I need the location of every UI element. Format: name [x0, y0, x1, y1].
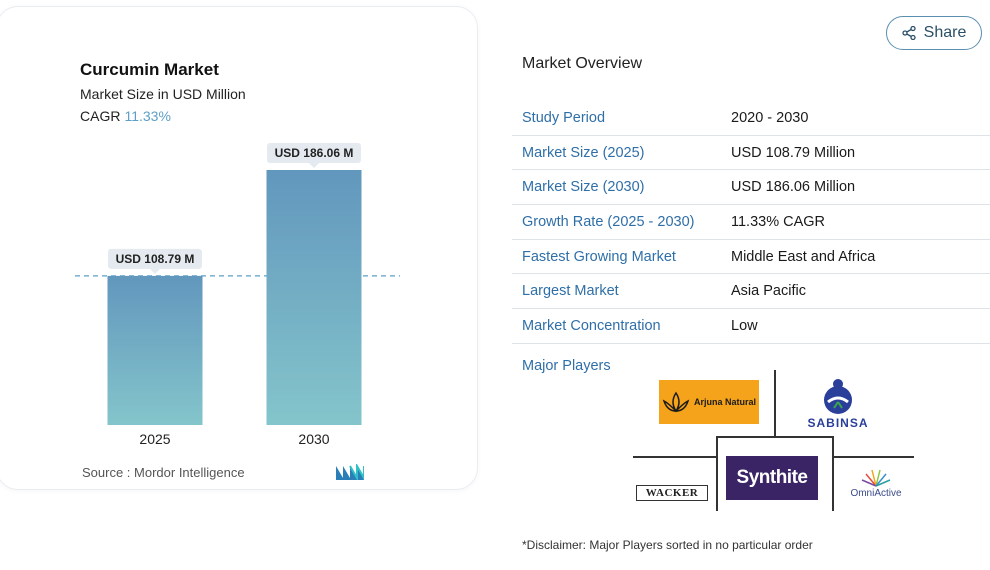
omniactive-label: OmniActive — [850, 488, 902, 499]
arjuna-natural-logo: Arjuna Natural — [659, 380, 759, 424]
mordor-intelligence-logo-icon — [336, 464, 364, 480]
data-label: USD 186.06 M — [275, 146, 354, 160]
divider — [832, 456, 914, 458]
synthite-logo: Synthite — [726, 456, 818, 500]
lotus-icon — [662, 391, 690, 413]
cagr-label: CAGR — [80, 108, 121, 124]
row-value: 2020 - 2030 — [731, 109, 809, 126]
table-row: Fastest Growing Market Middle East and A… — [512, 240, 990, 275]
omniactive-logo: OmniActive — [836, 468, 916, 502]
divider — [633, 456, 717, 458]
row-value: Middle East and Africa — [731, 248, 876, 265]
row-value: USD 186.06 Million — [731, 179, 856, 196]
row-key: Market Size (2025) — [522, 144, 645, 161]
table-row: Study Period 2020 - 2030 — [512, 101, 990, 136]
cagr-value: 11.33% — [124, 108, 171, 124]
overview-table: Study Period 2020 - 2030 Market Size (20… — [512, 101, 990, 344]
row-value: Low — [731, 317, 758, 334]
bar-2025 — [107, 275, 203, 425]
row-value: USD 108.79 Million — [731, 144, 856, 161]
data-label-background — [108, 248, 202, 269]
chart-subtitle: Market Size in USD Million — [80, 86, 246, 102]
chart-card — [0, 6, 478, 490]
chart-title: Curcumin Market — [80, 60, 219, 79]
x-tick-label: 2025 — [139, 431, 170, 447]
major-players-grid: Arjuna Natural SABINSA Synthite WACKER O… — [630, 370, 920, 515]
share-label: Share — [923, 24, 967, 41]
divider — [716, 436, 833, 438]
row-key: Study Period — [522, 109, 606, 126]
sabinsa-emblem-icon — [824, 379, 852, 414]
row-key: Market Size (2030) — [522, 179, 645, 196]
wacker-logo: WACKER — [636, 485, 708, 501]
arjuna-label: Arjuna Natural — [693, 396, 756, 407]
chart-source: Source : Mordor Intelligence — [82, 465, 245, 480]
x-tick-label: 2030 — [298, 431, 329, 447]
major-players-label: Major Players — [522, 358, 611, 374]
row-key: Market Concentration — [522, 317, 661, 334]
disclaimer: *Disclaimer: Major Players sorted in no … — [522, 538, 813, 552]
market-overview-title: Market Overview — [522, 55, 643, 72]
bar-chart: USD 108.79 M 2025 USD 186.06 M 2030 — [75, 143, 400, 447]
divider — [832, 436, 834, 511]
wacker-label: WACKER — [645, 487, 699, 499]
row-value: Asia Pacific — [731, 283, 806, 300]
bar-2030 — [266, 170, 362, 425]
row-key: Largest Market — [522, 283, 619, 300]
sabinsa-logo: SABINSA — [788, 376, 888, 430]
data-label: USD 108.79 M — [116, 252, 195, 266]
share-icon — [901, 26, 916, 40]
row-value: 11.33% CAGR — [731, 213, 826, 230]
synthite-label: Synthite — [736, 467, 808, 488]
divider — [774, 370, 776, 438]
table-row: Largest Market Asia Pacific — [512, 274, 990, 310]
data-label-pointer — [309, 163, 319, 168]
divider — [716, 436, 718, 511]
table-row: Market Size (2025) USD 108.79 Million — [512, 136, 990, 171]
data-label-background — [267, 143, 361, 163]
table-row: Market Concentration Low — [512, 309, 990, 344]
data-label-pointer — [150, 268, 160, 274]
table-row: Growth Rate (2025 - 2030) 11.33% CAGR — [512, 205, 990, 240]
sabinsa-label: SABINSA — [807, 416, 869, 430]
share-button[interactable]: Share — [886, 16, 982, 50]
omniactive-rays-icon — [861, 469, 891, 487]
row-key: Fastest Growing Market — [522, 248, 676, 265]
chart-cagr: CAGR 11.33% — [80, 108, 171, 124]
table-row: Market Size (2030) USD 186.06 Million — [512, 170, 990, 206]
row-key: Growth Rate (2025 - 2030) — [522, 213, 695, 230]
